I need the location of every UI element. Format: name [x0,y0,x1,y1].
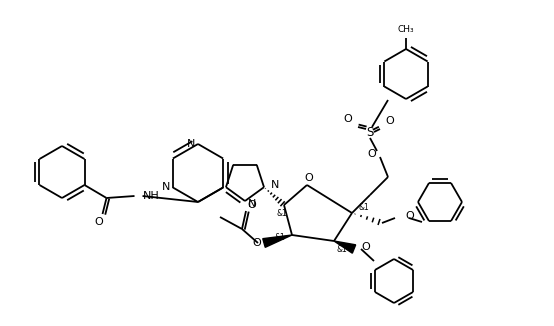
Text: O: O [248,200,257,210]
Text: N: N [162,183,170,192]
Polygon shape [263,235,292,247]
Text: O: O [405,211,414,221]
Text: O: O [386,116,394,126]
Text: O: O [253,238,261,248]
Text: N: N [271,180,279,190]
Text: N: N [248,199,256,209]
Text: N: N [187,139,195,149]
Text: &1: &1 [276,210,288,218]
Text: S: S [366,126,374,139]
Text: &1: &1 [337,244,347,254]
Text: O: O [361,242,370,252]
Text: O: O [305,173,314,183]
Polygon shape [334,241,356,253]
Text: O: O [368,149,376,159]
Text: &1: &1 [275,232,285,242]
Text: O: O [94,217,103,227]
Text: &1: &1 [358,202,370,212]
Text: CH₃: CH₃ [398,25,414,35]
Text: NH: NH [142,191,159,201]
Text: O: O [343,114,352,124]
